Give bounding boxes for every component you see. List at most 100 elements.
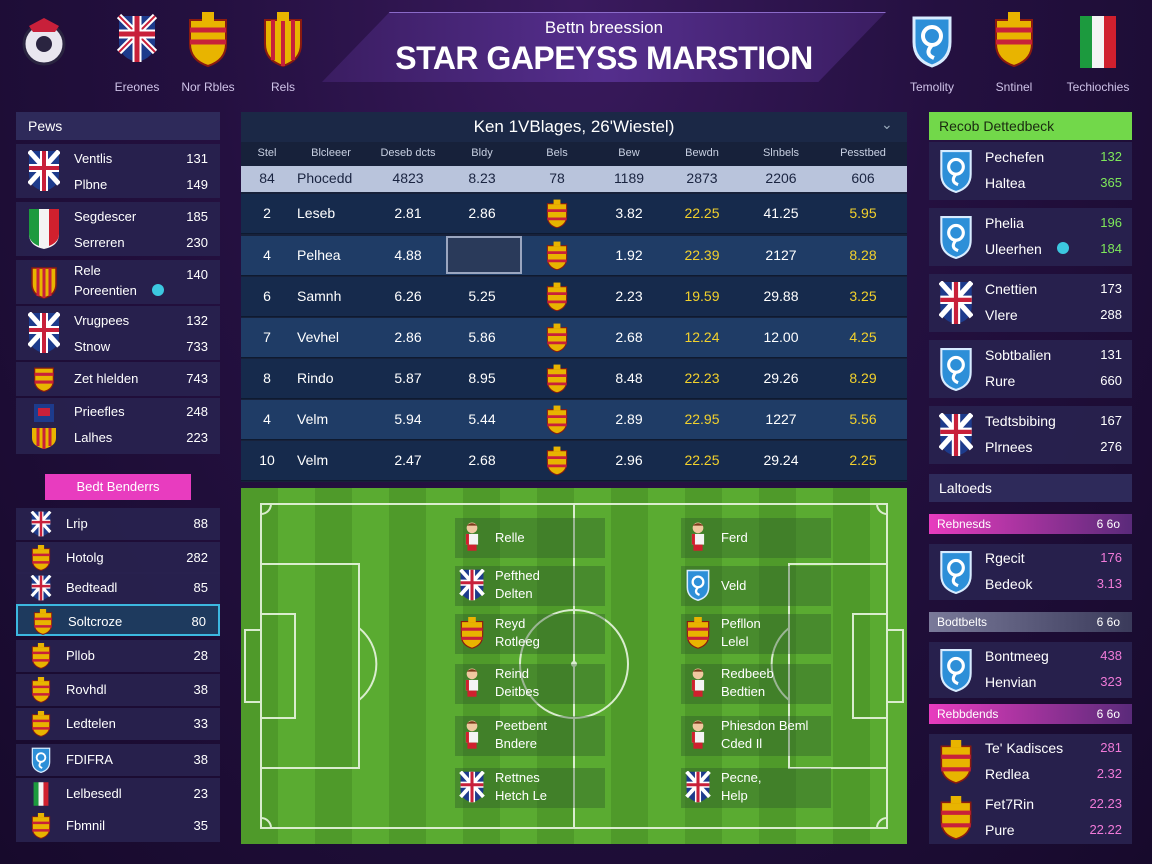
table-cell: 2.68	[615, 329, 643, 345]
table-cell: Velm	[297, 411, 329, 427]
list-group[interactable]: Bontmeeg 438 Henvian 323	[929, 642, 1132, 698]
player-rating: 131	[1100, 347, 1122, 362]
section-title: Bodtbelts	[937, 615, 988, 629]
list-group[interactable]: Tedtsbibing 167 Plrnees 276	[929, 406, 1132, 464]
list-item[interactable]: Bedteadl 85	[16, 572, 220, 604]
table-row[interactable]: 4 Velm 5.94 5.44 2.89 22.95 1227 5.56	[241, 400, 907, 440]
player-name: Bedeok	[985, 576, 1033, 592]
list-group[interactable]: Te' Kadisces 281 Redlea 2.32	[929, 734, 1132, 790]
player-card[interactable]: Pefthed Delten	[455, 566, 605, 606]
spain-crest-icon	[33, 609, 53, 635]
player-rating: 38	[193, 752, 208, 767]
column-header[interactable]: Bewdn	[685, 147, 719, 159]
club-crest-uk[interactable]: Ereones	[113, 12, 161, 94]
section-header[interactable]: Bodtbelts 6 6o	[929, 612, 1132, 632]
player-icon	[465, 720, 479, 749]
column-header[interactable]: Blcleeer	[311, 147, 351, 159]
selected-cell[interactable]	[446, 236, 522, 274]
section-header[interactable]: Rebbdends 6 6o	[929, 704, 1132, 724]
club-crest-techiochies[interactable]: Techiochies	[1067, 12, 1129, 94]
list-group[interactable]: Fet7Rin 22.23 Pure 22.22	[929, 790, 1132, 844]
player-card[interactable]: Redbeeb Bedtien	[681, 664, 831, 704]
column-header[interactable]: Slnbels	[762, 147, 800, 159]
list-group[interactable]: Pechefen 132 Haltea 365	[929, 142, 1132, 200]
recob-detted-header[interactable]: Recob Dettedbeck	[929, 112, 1132, 140]
column-header[interactable]: Bldy	[471, 147, 493, 159]
player-name: Soltcroze	[68, 614, 123, 629]
column-header[interactable]: Deseb dcts	[380, 147, 436, 159]
list-group[interactable]: Zet hlelden 743	[16, 362, 220, 396]
table-cell: 12.24	[684, 329, 720, 345]
list-item[interactable]: Hotolg 282	[16, 542, 220, 574]
player-rating: 733	[186, 339, 208, 354]
table-row[interactable]: 8 Rindo 5.87 8.95 8.48 22.23 29.26 8.29	[241, 359, 907, 399]
player-card[interactable]: Reind Deitbes	[455, 664, 605, 704]
list-group[interactable]: Rgecit 176 Bedeok 3.13	[929, 544, 1132, 600]
player-card[interactable]: Pecne, Help	[681, 768, 831, 808]
column-header[interactable]: Pesstbed	[840, 147, 886, 159]
list-item[interactable]: Lrip 88	[16, 508, 220, 540]
player-card[interactable]: Rettnes Hetch Le	[455, 768, 605, 808]
club-crest-temolity[interactable]: Temolity	[908, 12, 956, 94]
column-header[interactable]: Bew	[618, 147, 640, 159]
list-group[interactable]: Vrugpees 132 Stnow 733	[16, 306, 220, 360]
player-card[interactable]: Reyd Rotleeg	[455, 614, 605, 654]
list-item[interactable]: Lelbesedl 23	[16, 778, 220, 810]
tab-laltoeds[interactable]: Laltoeds	[929, 474, 1132, 502]
club-crest-ereones[interactable]	[20, 12, 68, 70]
table-cell: 8.48	[615, 370, 643, 386]
player-card[interactable]: Phiesdon Beml Cded Il	[681, 716, 831, 756]
tab-label: Laltoeds	[939, 480, 992, 496]
list-group[interactable]: Rele 140 Poreentien	[16, 260, 220, 304]
list-item[interactable]: FDIFRA 38	[16, 744, 220, 776]
section-tag: 6 6o	[1096, 615, 1120, 629]
list-group[interactable]: Phelia 196 Uleerhen 184	[929, 208, 1132, 266]
player-card[interactable]: Peetbent Bndere	[455, 716, 605, 756]
table-cell: 1227	[765, 411, 797, 427]
club-crest-nor-rbles[interactable]: Nor Rbles	[181, 12, 235, 94]
table-row[interactable]: 84 Phocedd 4823 8.23 78 1189 2873 2206 606	[241, 166, 907, 192]
column-header[interactable]: Stel	[257, 147, 277, 159]
player-rating: 140	[186, 267, 208, 282]
list-item[interactable]: Fbmnil 35	[16, 810, 220, 842]
table-row[interactable]: 10 Velm 2.47 2.68 2.96 22.25 29.24 2.25	[241, 441, 907, 481]
best-benders-button[interactable]: Bedt Benderrs	[45, 474, 191, 500]
player-rating: 2.32	[1096, 766, 1122, 781]
list-group[interactable]: Sobtbalien 131 Rure 660	[929, 340, 1132, 398]
player-detail: Cded Il	[721, 736, 763, 751]
list-item[interactable]: Pllob 28	[16, 640, 220, 672]
club-crest-rels[interactable]: Rels	[259, 12, 307, 94]
player-card[interactable]: Veld	[681, 566, 831, 606]
list-group[interactable]: Segdescer 185 Serreren 230	[16, 202, 220, 256]
club-crest-sntinel[interactable]: Sntinel	[990, 12, 1038, 94]
player-card[interactable]: Relle	[455, 518, 605, 558]
info-dot-icon[interactable]	[152, 284, 164, 296]
table-row[interactable]: 2 Leseb 2.81 2.86 3.82 22.25 41.25 5.95	[241, 194, 907, 234]
player-name: Pechefen	[985, 149, 1045, 165]
list-item-selected[interactable]: Soltcroze 80	[16, 604, 220, 636]
panel-title: Pews	[28, 118, 63, 134]
chevron-down-icon[interactable]: ⌄	[881, 116, 893, 132]
player-rating: 132	[186, 313, 208, 328]
list-item[interactable]: Rovhdl 38	[16, 674, 220, 706]
table-cell: 2.89	[615, 411, 643, 427]
list-group[interactable]: Cnettien 173 Vlere 288	[929, 274, 1132, 332]
table-row[interactable]: 7 Vevhel 2.86 5.86 2.68 12.24 12.00 4.25	[241, 318, 907, 358]
formation-pitch[interactable]: Relle Pefthed Delten Reyd Rotleeg Reind Deitbe…	[241, 488, 907, 844]
table-cell: 4	[263, 411, 271, 427]
spain-crest-icon	[31, 267, 57, 299]
table-cell: 4.88	[394, 247, 422, 263]
player-card[interactable]: Ferd	[681, 518, 831, 558]
column-header[interactable]: Bels	[546, 147, 568, 159]
section-header[interactable]: Rebnesds 6 6o	[929, 514, 1132, 534]
player-rating: 23	[193, 786, 208, 801]
list-group[interactable]: Ventlis 131 Plbne 149	[16, 144, 220, 198]
player-rating: 196	[1100, 215, 1122, 230]
table-row[interactable]: 6 Samnh 6.26 5.25 2.23 19.59 29.88 3.25	[241, 277, 907, 317]
info-dot-icon[interactable]	[1057, 242, 1069, 254]
list-item[interactable]: Ledtelen 33	[16, 708, 220, 740]
list-group[interactable]: Prieefles 248 Lalhes 223	[16, 398, 220, 454]
table-cell: 78	[549, 170, 565, 186]
player-card[interactable]: Pefllon Lelel	[681, 614, 831, 654]
